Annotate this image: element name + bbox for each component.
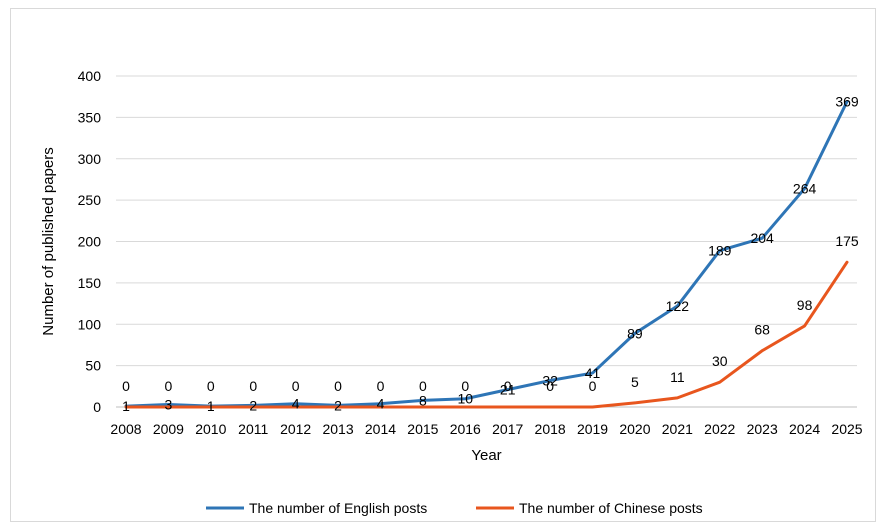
y-tick-label: 150 — [78, 275, 102, 291]
legend-label: The number of English posts — [249, 500, 427, 516]
x-tick-label: 2012 — [280, 421, 311, 437]
data-label: 0 — [546, 378, 554, 394]
data-label: 11 — [670, 369, 685, 385]
data-labels: 1 3 1 2 4 2 4 8 10 21 32 41 89 122 189 204 264 369 0 0 0 0 0 0 0… — [122, 94, 859, 415]
y-axis-ticks: 0 50 100 150 200 250 300 350 400 — [78, 68, 102, 415]
gridlines — [116, 75, 857, 408]
data-label: 5 — [631, 374, 639, 390]
data-label: 264 — [793, 181, 817, 197]
y-tick-label: 350 — [78, 109, 102, 125]
data-label: 122 — [666, 298, 690, 314]
y-tick-label: 0 — [93, 399, 101, 415]
x-tick-label: 2018 — [535, 421, 566, 437]
data-label: 41 — [585, 365, 601, 381]
data-label: 189 — [708, 243, 732, 259]
x-tick-label: 2025 — [831, 421, 862, 437]
data-label: 0 — [334, 378, 342, 394]
data-label: 1 — [122, 398, 130, 414]
data-label: 10 — [458, 391, 474, 407]
data-label: 0 — [165, 378, 173, 394]
legend-label: The number of Chinese posts — [519, 500, 703, 516]
chart-frame: 0 50 100 150 200 250 300 350 400 2008 2009 2010 201… — [10, 8, 876, 522]
y-tick-label: 250 — [78, 192, 102, 208]
data-label: 0 — [589, 378, 597, 394]
x-tick-label: 2011 — [238, 421, 268, 437]
y-tick-label: 300 — [78, 151, 102, 167]
x-tick-label: 2019 — [577, 421, 608, 437]
x-tick-label: 2013 — [322, 421, 353, 437]
y-tick-label: 400 — [78, 68, 102, 84]
x-tick-label: 2021 — [662, 421, 693, 437]
series-lines — [124, 100, 849, 409]
x-tick-label: 2023 — [747, 421, 778, 437]
y-axis-title: Number of published papers — [40, 147, 57, 335]
data-label: 68 — [754, 322, 770, 338]
x-axis-ticks: 2008 2009 2010 2011 2012 2013 2014 2015 2016 2017… — [110, 421, 862, 437]
data-label: 98 — [797, 297, 813, 313]
series-line-chinese — [124, 260, 849, 409]
x-tick-label: 2024 — [789, 421, 820, 437]
y-tick-label: 200 — [78, 234, 102, 250]
data-label: 4 — [292, 396, 300, 412]
data-label: 0 — [504, 378, 512, 394]
data-label: 204 — [750, 230, 774, 246]
data-label: 0 — [207, 378, 215, 394]
data-label: 0 — [419, 378, 427, 394]
data-label: 0 — [292, 378, 300, 394]
x-axis-title: Year — [471, 447, 501, 464]
series-line-english — [124, 100, 849, 408]
data-label: 8 — [419, 392, 427, 408]
x-tick-label: 2015 — [407, 421, 438, 437]
x-tick-label: 2017 — [492, 421, 523, 437]
data-label: 4 — [377, 396, 385, 412]
x-tick-label: 2016 — [450, 421, 481, 437]
data-label: 175 — [835, 233, 859, 249]
x-tick-label: 2020 — [619, 421, 650, 437]
data-label: 0 — [249, 378, 257, 394]
data-label: 30 — [712, 353, 728, 369]
data-label: 1 — [207, 398, 215, 414]
y-tick-label: 50 — [85, 358, 101, 374]
data-label: 2 — [249, 397, 257, 413]
data-label: 21 — [500, 382, 516, 398]
data-label: 0 — [122, 378, 130, 394]
x-tick-label: 2010 — [195, 421, 226, 437]
legend: The number of English posts The number of… — [206, 500, 703, 516]
data-label: 0 — [461, 378, 469, 394]
data-label: 32 — [542, 373, 558, 389]
data-label: 3 — [165, 397, 173, 413]
x-tick-label: 2009 — [153, 421, 184, 437]
data-label: 369 — [835, 94, 859, 110]
data-label: 89 — [627, 325, 643, 341]
x-tick-label: 2008 — [110, 421, 141, 437]
x-tick-label: 2022 — [704, 421, 735, 437]
x-tick-label: 2014 — [365, 421, 396, 437]
data-label: 0 — [377, 378, 385, 394]
data-label: 2 — [334, 397, 342, 413]
y-tick-label: 100 — [78, 316, 102, 332]
